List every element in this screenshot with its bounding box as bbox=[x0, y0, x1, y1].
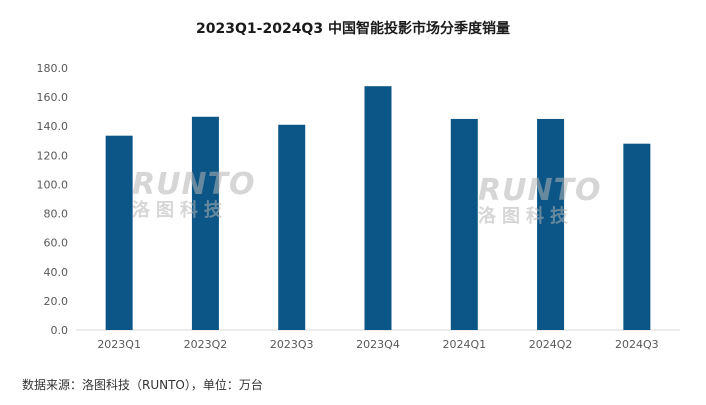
y-tick-label: 140.0 bbox=[37, 120, 69, 133]
x-tick-label: 2023Q2 bbox=[184, 338, 228, 351]
bar-2023Q4 bbox=[364, 86, 392, 330]
y-tick-label: 0.0 bbox=[51, 324, 69, 337]
watermark-brand: RUNTO bbox=[132, 167, 256, 202]
y-tick-label: 20.0 bbox=[44, 295, 69, 308]
x-tick-label: 2024Q3 bbox=[615, 338, 659, 351]
y-tick-label: 40.0 bbox=[44, 266, 69, 279]
x-tick-label: 2023Q4 bbox=[356, 338, 400, 351]
y-tick-label: 60.0 bbox=[44, 237, 69, 250]
y-tick-label: 120.0 bbox=[37, 149, 69, 162]
x-tick-label: 2024Q1 bbox=[442, 338, 486, 351]
watermark-left: RUNTO 洛图科技 bbox=[132, 170, 256, 220]
y-tick-label: 100.0 bbox=[37, 178, 69, 191]
bar-2024Q3 bbox=[623, 143, 651, 330]
y-tick-label: 180.0 bbox=[37, 62, 69, 75]
watermark-brand: RUNTO bbox=[478, 173, 602, 208]
y-tick-label: 160.0 bbox=[37, 91, 69, 104]
watermark-cn: 洛图科技 bbox=[478, 206, 574, 227]
bar-2023Q1 bbox=[105, 135, 133, 330]
x-tick-label: 2023Q3 bbox=[270, 338, 314, 351]
x-tick-label: 2023Q1 bbox=[97, 338, 141, 351]
chart-title: 2023Q1-2024Q3 中国智能投影市场分季度销量 bbox=[196, 21, 510, 37]
x-axis-ticks: 2023Q1 2023Q2 2023Q3 2023Q4 2024Q1 2024Q2 2024… bbox=[97, 338, 658, 351]
x-tick-label: 2024Q2 bbox=[529, 338, 573, 351]
y-tick-label: 80.0 bbox=[44, 208, 69, 221]
y-axis-ticks: 0.0 20.0 40.0 60.0 80.0 100.0 120.0 140.0 160.0 1… bbox=[37, 62, 69, 337]
bars bbox=[105, 86, 651, 331]
bar-2024Q1 bbox=[450, 118, 478, 330]
data-source-note: 数据来源：洛图科技（RUNTO），单位：万台 bbox=[22, 378, 263, 392]
bar-2024Q2 bbox=[537, 118, 565, 330]
watermark-cn: 洛图科技 bbox=[132, 200, 228, 221]
bar-2023Q2 bbox=[191, 116, 219, 330]
bar-2023Q3 bbox=[278, 124, 306, 331]
watermark-right: RUNTO 洛图科技 bbox=[478, 176, 602, 226]
